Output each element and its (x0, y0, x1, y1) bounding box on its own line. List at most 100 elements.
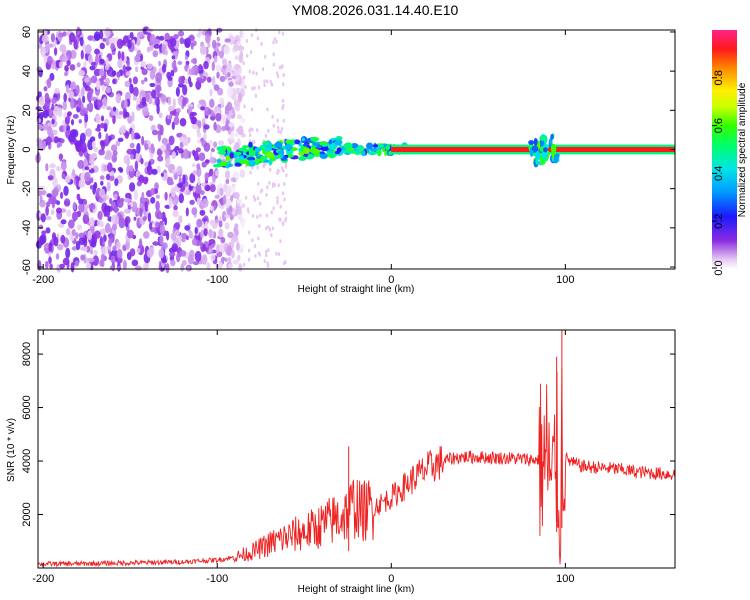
noise-blob (234, 63, 241, 70)
noise-blob (80, 254, 85, 261)
noise-blob (205, 247, 209, 252)
trace-blob (262, 141, 268, 145)
noise-blob (220, 256, 226, 262)
noise-blob (150, 187, 155, 196)
noise-blob (159, 234, 164, 246)
noise-blob (171, 243, 178, 252)
colorbar-label: Normalized spectral amplitude (737, 82, 748, 217)
noise-blob (228, 205, 233, 213)
noise-blob (42, 123, 50, 131)
noise-blob (177, 83, 184, 88)
trace-blob (310, 148, 319, 155)
noise-blob (211, 61, 215, 72)
noise-blob (208, 108, 212, 115)
noise-blob (209, 116, 216, 121)
noise-speck (248, 230, 251, 235)
noise-blob (71, 211, 79, 221)
noise-blob (160, 124, 164, 136)
page-title: YM08.2026.031.14.40.E10 (291, 2, 459, 18)
trace-blob (375, 150, 382, 155)
noise-speck (249, 170, 252, 175)
noise-blob (60, 160, 67, 171)
noise-blob (49, 195, 57, 204)
noise-blob (182, 139, 189, 146)
noise-blob (143, 231, 150, 239)
noise-speck (270, 210, 273, 215)
noise-speck (279, 204, 282, 209)
noise-speck (262, 164, 265, 169)
noise-blob (155, 200, 160, 212)
noise-blob (181, 237, 186, 243)
noise-blob (115, 93, 122, 104)
noise-blob (142, 176, 149, 185)
noise-blob (136, 49, 142, 57)
noise-speck (251, 127, 254, 132)
noise-blob (48, 256, 52, 265)
trace-blob (372, 144, 379, 148)
noise-blob (65, 228, 71, 236)
noise-blob (195, 80, 202, 90)
noise-blob (209, 184, 216, 193)
noise-blob (85, 245, 91, 253)
noise-blob (57, 107, 63, 118)
noise-blob (51, 118, 55, 125)
noise-blob (105, 86, 112, 94)
noise-blob (230, 250, 235, 259)
noise-blob (105, 173, 111, 181)
noise-blob (52, 129, 58, 136)
noise-blob (124, 80, 131, 88)
trace-blob (248, 159, 256, 167)
disturbance-blob (533, 138, 538, 146)
noise-blob (80, 141, 87, 153)
colorbar: 0.0 0.2 0.4 0.6 0.8 Normalized spectral ampl… (712, 30, 748, 276)
noise-blob (95, 115, 101, 124)
noise-blob (194, 250, 202, 262)
y-tick-label: 20 (21, 104, 33, 116)
noise-blob (120, 197, 125, 203)
noise-blob (149, 69, 156, 80)
noise-speck (276, 71, 279, 76)
noise-blob (215, 64, 222, 72)
noise-blob (90, 177, 94, 184)
noise-blob (204, 221, 209, 230)
noise-blob (167, 96, 172, 106)
noise-blob (84, 77, 90, 83)
noise-speck (245, 38, 249, 43)
noise-blob (144, 77, 148, 82)
noise-blob (78, 232, 85, 238)
noise-blob (63, 92, 67, 103)
noise-blob (116, 248, 123, 259)
noise-speck (275, 251, 278, 256)
noise-blob (226, 101, 233, 112)
noise-blob (68, 219, 75, 229)
y-tick-label: -60 (21, 259, 33, 275)
noise-blob (147, 212, 152, 223)
noise-blob (146, 93, 150, 103)
trace-blob (310, 136, 320, 142)
noise-blob (240, 118, 246, 123)
noise-blob (60, 138, 65, 144)
trace-blob (274, 141, 283, 149)
noise-blob (72, 114, 79, 119)
noise-blob (106, 106, 112, 111)
disturbance-blob (539, 146, 544, 152)
noise-blob (237, 254, 241, 261)
noise-blob (112, 78, 116, 85)
noise-blob (236, 199, 243, 204)
noise-blob (63, 185, 69, 196)
noise-blob (113, 106, 117, 112)
noise-speck (272, 52, 275, 57)
noise-speck (271, 184, 275, 189)
trace-blob (226, 163, 234, 167)
noise-blob (228, 35, 235, 45)
noise-blob (103, 234, 107, 242)
noise-blob (136, 247, 141, 254)
noise-blob (112, 150, 118, 157)
trace-blob (219, 161, 229, 167)
noise-blob (170, 69, 175, 77)
noise-blob (94, 48, 100, 55)
noise-blob (78, 202, 85, 213)
noise-blob (96, 99, 103, 108)
trace-blob (298, 156, 307, 161)
